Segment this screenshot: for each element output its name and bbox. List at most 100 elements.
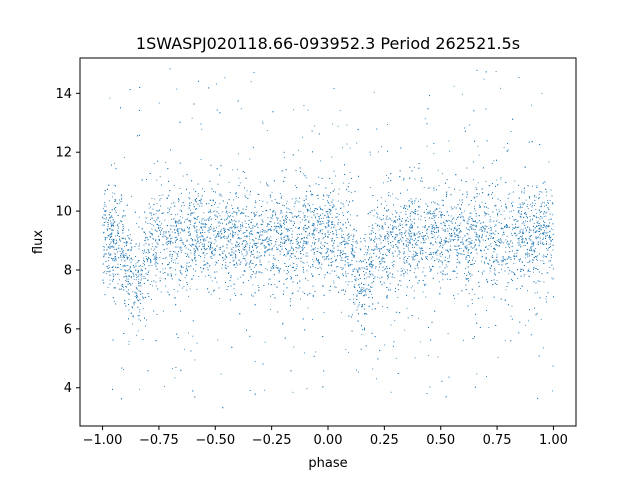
scatter-point [187, 254, 189, 256]
scatter-point [390, 324, 392, 326]
scatter-point [491, 264, 493, 266]
scatter-point [261, 228, 263, 230]
scatter-point [406, 307, 408, 309]
scatter-point [499, 245, 501, 247]
scatter-point [479, 193, 480, 195]
scatter-point [536, 212, 538, 214]
scatter-point [394, 320, 396, 322]
scatter-point [204, 232, 206, 233]
scatter-point [127, 269, 129, 271]
scatter-point [315, 208, 317, 210]
scatter-point [210, 294, 212, 295]
scatter-point [510, 241, 512, 243]
scatter-point [281, 238, 283, 240]
scatter-point [317, 247, 319, 249]
scatter-point [475, 249, 477, 251]
scatter-point [495, 71, 497, 72]
scatter-point [462, 237, 464, 239]
scatter-point [164, 285, 166, 287]
scatter-point [228, 229, 230, 231]
scatter-point [190, 245, 192, 246]
scatter-point [184, 245, 186, 247]
scatter-point [341, 147, 343, 149]
scatter-point [487, 207, 489, 209]
scatter-point [348, 191, 350, 192]
scatter-point [452, 208, 454, 210]
scatter-point [201, 203, 203, 205]
scatter-point [245, 260, 247, 262]
scatter-point [356, 294, 358, 296]
scatter-point [447, 257, 449, 259]
scatter-point [505, 251, 507, 253]
scatter-point [106, 217, 108, 219]
scatter-point [237, 234, 239, 236]
scatter-point [475, 215, 477, 217]
scatter-point [434, 219, 435, 221]
scatter-point [251, 245, 253, 247]
scatter-point [138, 248, 140, 250]
scatter-point [180, 246, 182, 248]
scatter-point [365, 251, 367, 253]
scatter-point [307, 109, 309, 111]
scatter-point [494, 233, 496, 235]
scatter-point [328, 202, 330, 204]
scatter-point [218, 233, 220, 235]
scatter-point [420, 219, 422, 221]
scatter-point [387, 218, 389, 220]
scatter-point [280, 234, 281, 236]
scatter-point [463, 250, 465, 252]
scatter-point [232, 260, 234, 262]
scatter-point [141, 296, 143, 298]
scatter-point [454, 245, 456, 247]
scatter-point [299, 221, 301, 223]
scatter-point [147, 279, 149, 281]
scatter-point [299, 287, 301, 289]
scatter-point [128, 237, 130, 239]
scatter-point [184, 277, 186, 279]
scatter-point [461, 241, 463, 243]
scatter-point [318, 251, 320, 253]
scatter-point [413, 272, 415, 274]
scatter-point [456, 254, 458, 256]
scatter-point [135, 279, 137, 281]
scatter-point [210, 212, 212, 213]
scatter-point [186, 265, 188, 267]
scatter-point [320, 253, 322, 255]
scatter-point [384, 200, 386, 202]
scatter-point [540, 240, 542, 242]
scatter-point [139, 388, 141, 390]
scatter-point [220, 373, 222, 375]
scatter-point [178, 198, 180, 200]
scatter-point [224, 237, 226, 239]
scatter-point [192, 335, 194, 337]
scatter-point [206, 236, 208, 238]
scatter-point [155, 285, 157, 287]
scatter-point [250, 81, 252, 83]
scatter-point [152, 285, 154, 287]
scatter-point [243, 240, 245, 242]
scatter-point [210, 229, 212, 231]
scatter-point [281, 227, 282, 228]
scatter-point [257, 238, 259, 240]
scatter-point [302, 249, 304, 250]
scatter-point [274, 222, 275, 224]
scatter-point [341, 237, 343, 239]
scatter-point [527, 227, 529, 229]
scatter-point [164, 258, 166, 260]
scatter-point [287, 208, 289, 210]
scatter-point [441, 227, 443, 229]
scatter-point [150, 232, 151, 234]
scatter-point [130, 250, 132, 252]
scatter-point [303, 253, 305, 255]
scatter-point [282, 322, 284, 324]
scatter-point [345, 253, 347, 255]
scatter-point [551, 390, 553, 392]
scatter-point [548, 161, 550, 163]
scatter-point [436, 208, 438, 210]
scatter-point [165, 236, 167, 238]
scatter-point [271, 247, 273, 249]
scatter-point [284, 216, 286, 218]
scatter-point [136, 288, 138, 290]
scatter-point [409, 226, 410, 228]
scatter-point [543, 281, 545, 283]
